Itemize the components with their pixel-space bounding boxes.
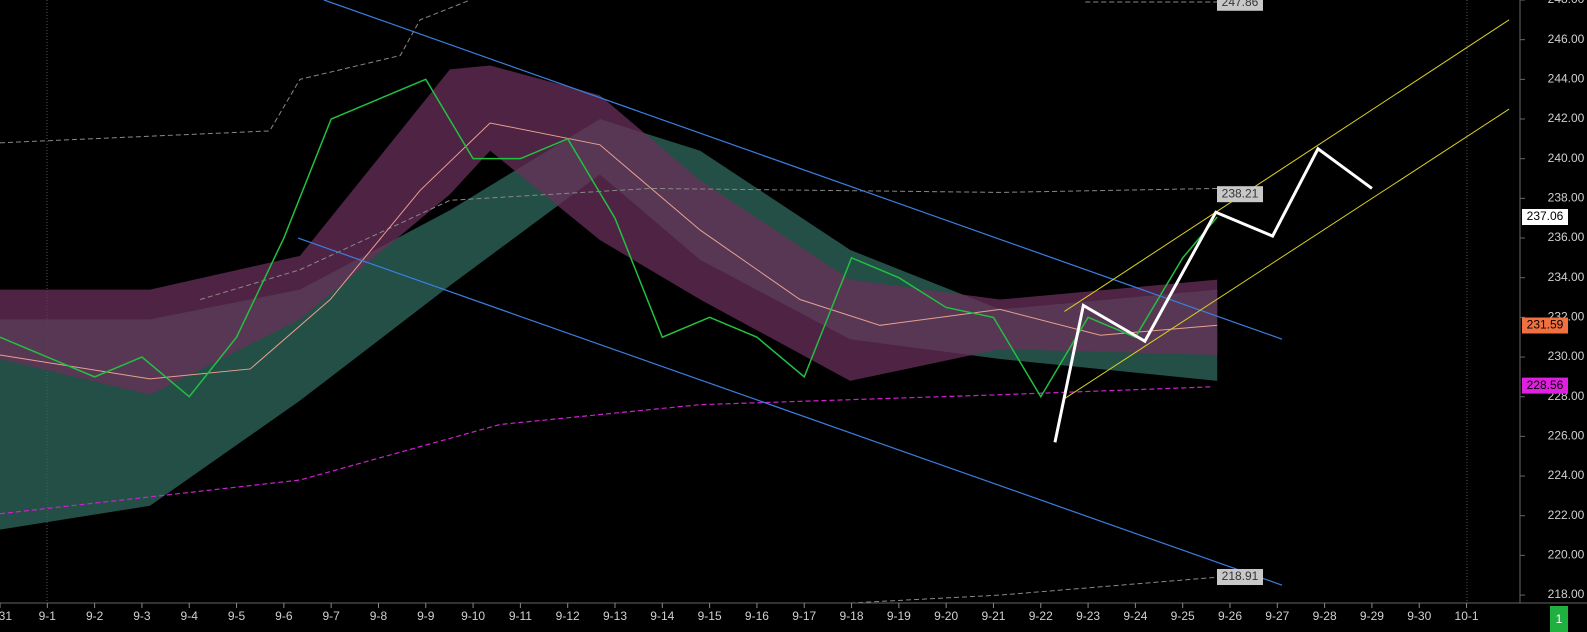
y-tick-label: 236.00: [1548, 230, 1585, 244]
x-tick-label: 9-12: [556, 609, 580, 623]
x-tick-label: 9-21: [981, 609, 1005, 623]
price-label: 231.59: [1527, 318, 1564, 332]
y-tick-label: 240.00: [1548, 151, 1585, 165]
x-tick-label: 9-19: [887, 609, 911, 623]
x-tick-label: 9-20: [934, 609, 958, 623]
series-line: [297, 237, 1283, 586]
x-tick-label: 9-11: [509, 609, 532, 623]
price-label: 238.21: [1222, 186, 1259, 200]
x-tick-label: 9-28: [1313, 609, 1337, 623]
price-label: 218.91: [1222, 569, 1259, 583]
y-tick-label: 234.00: [1548, 270, 1585, 284]
y-tick-label: 230.00: [1548, 349, 1585, 363]
x-tick-label: 8-31: [0, 609, 12, 623]
series-line: [323, 0, 1283, 340]
corner-badge: 1: [1556, 612, 1563, 626]
y-tick-label: 222.00: [1548, 508, 1585, 522]
series-line: [0, 122, 1218, 380]
x-tick-label: 9-25: [1171, 609, 1195, 623]
series-line: [1053, 146, 1373, 443]
y-tick-label: 248.00: [1548, 0, 1585, 6]
x-tick-label: 9-30: [1407, 609, 1431, 623]
price-label: 237.06: [1527, 209, 1564, 223]
y-tick-label: 218.00: [1548, 587, 1585, 601]
band: [0, 65, 1218, 395]
series-line: [0, 386, 1213, 515]
x-tick-label: 9-6: [275, 609, 293, 623]
price-label-box: [1522, 317, 1568, 334]
price-label: 247.86: [1222, 0, 1259, 9]
y-tick-label: 220.00: [1548, 548, 1585, 562]
x-tick-label: 9-22: [1029, 609, 1053, 623]
x-tick-label: 9-10: [461, 609, 485, 623]
price-label-box: [1217, 569, 1263, 586]
y-tick-label: 242.00: [1548, 111, 1585, 125]
price-label-box: [1217, 0, 1263, 11]
x-tick-label: 9-29: [1360, 609, 1384, 623]
y-tick-label: 226.00: [1548, 429, 1585, 443]
x-tick-label: 9-3: [133, 609, 151, 623]
price-label-box: [1217, 186, 1263, 203]
x-tick-label: 9-27: [1265, 609, 1289, 623]
x-tick-label: 9-8: [370, 609, 388, 623]
x-tick-label: 9-5: [228, 609, 246, 623]
series-line: [1064, 19, 1510, 312]
price-label: 228.56: [1527, 378, 1564, 392]
price-label-box: [1522, 209, 1568, 226]
series-line: [0, 78, 1218, 399]
x-tick-label: 9-7: [322, 609, 340, 623]
x-tick-label: 9-1: [39, 609, 57, 623]
x-tick-label: 9-4: [181, 609, 199, 623]
x-tick-label: 9-26: [1218, 609, 1242, 623]
x-tick-label: 9-13: [603, 609, 627, 623]
x-tick-label: 9-9: [417, 609, 435, 623]
y-tick-label: 224.00: [1548, 468, 1585, 482]
y-tick-label: 238.00: [1548, 191, 1585, 205]
x-tick-label: 9-2: [86, 609, 104, 623]
x-tick-label: 9-15: [698, 609, 722, 623]
x-tick-label: 9-14: [650, 609, 674, 623]
series-line: [1064, 108, 1510, 400]
x-tick-label: 10-1: [1455, 609, 1479, 623]
series-line: [199, 187, 1218, 300]
y-tick-label: 244.00: [1548, 72, 1585, 86]
x-tick-label: 9-23: [1076, 609, 1100, 623]
price-label-box: [1522, 377, 1568, 394]
series-line: [850, 576, 1218, 604]
x-tick-label: 9-24: [1123, 609, 1147, 623]
y-tick-label: 246.00: [1548, 32, 1585, 46]
lines: [0, 0, 1510, 604]
series-line: [0, 0, 471, 144]
corner-badge-box: [1550, 606, 1568, 632]
x-tick-label: 9-17: [792, 609, 816, 623]
x-tick-label: 9-16: [745, 609, 769, 623]
x-tick-label: 9-18: [840, 609, 864, 623]
